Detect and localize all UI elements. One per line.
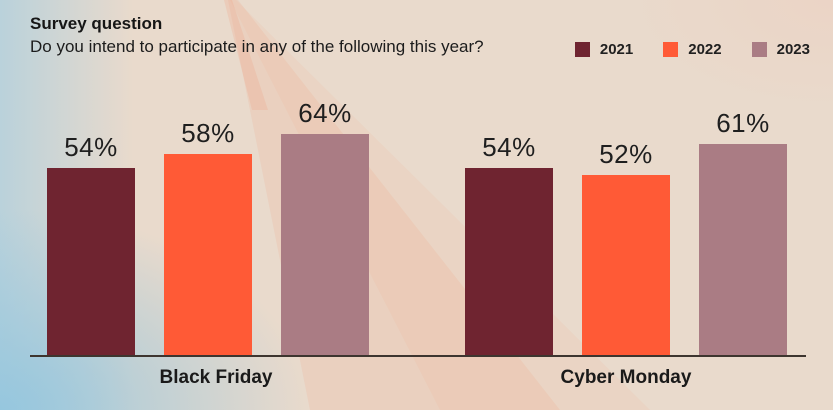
chart-header: Survey question Do you intend to partici… bbox=[30, 13, 484, 59]
bar-2021-black-friday: 54% bbox=[47, 132, 135, 355]
legend-item-2023: 2023 bbox=[751, 41, 810, 58]
bar-value-label: 52% bbox=[599, 139, 653, 169]
bar-2023-black-friday: 64% bbox=[281, 98, 369, 355]
bar-value-label: 61% bbox=[716, 108, 770, 138]
x-axis-line bbox=[30, 355, 806, 357]
legend-label-2021: 2021 bbox=[599, 41, 634, 58]
category-label-cyber-monday: Cyber Monday bbox=[560, 367, 692, 388]
bar-value-label: 64% bbox=[298, 98, 352, 128]
legend-label-2022: 2022 bbox=[688, 41, 722, 58]
bar-value-label: 54% bbox=[482, 132, 536, 162]
bar-value-label: 58% bbox=[181, 118, 235, 148]
legend-label-2023: 2023 bbox=[776, 41, 810, 58]
bar-rect bbox=[465, 168, 553, 355]
chart-subtitle: Do you intend to participate in any of t… bbox=[30, 36, 484, 56]
legend-swatch-2021 bbox=[574, 42, 590, 57]
bar-rect bbox=[582, 175, 670, 355]
legend-swatch-2023 bbox=[751, 42, 767, 57]
bar-2021-cyber-monday: 54% bbox=[465, 132, 553, 355]
bar-2022-black-friday: 58% bbox=[164, 118, 252, 355]
bar-value-label: 54% bbox=[64, 132, 118, 162]
category-label-black-friday: Black Friday bbox=[159, 367, 273, 388]
bar-rect bbox=[164, 154, 252, 355]
bar-rect bbox=[47, 168, 135, 355]
bar-2022-cyber-monday: 52% bbox=[582, 139, 670, 355]
bar-group-black-friday: 54% 58% 64% bbox=[47, 98, 369, 355]
bar-group-cyber-monday: 54% 52% 61% bbox=[465, 108, 787, 355]
chart-title: Survey question bbox=[30, 14, 163, 33]
bar-rect bbox=[699, 144, 787, 355]
legend-swatch-2022 bbox=[663, 42, 679, 57]
legend: 2021 2022 2023 bbox=[574, 41, 810, 58]
bar-2023-cyber-monday: 61% bbox=[699, 108, 787, 355]
legend-item-2022: 2022 bbox=[663, 41, 722, 58]
bar-rect bbox=[281, 134, 369, 355]
legend-item-2021: 2021 bbox=[574, 41, 634, 58]
